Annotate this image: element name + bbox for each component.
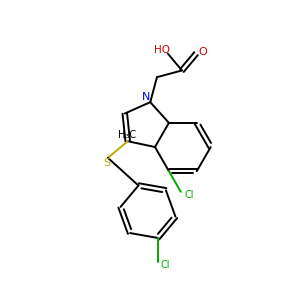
Text: HO: HO xyxy=(154,45,170,55)
Text: S: S xyxy=(103,158,110,168)
Text: H₃C: H₃C xyxy=(118,130,136,140)
Text: Cl: Cl xyxy=(184,190,194,200)
Text: Cl: Cl xyxy=(161,260,170,270)
Text: O: O xyxy=(199,47,207,57)
Text: N: N xyxy=(142,92,151,102)
